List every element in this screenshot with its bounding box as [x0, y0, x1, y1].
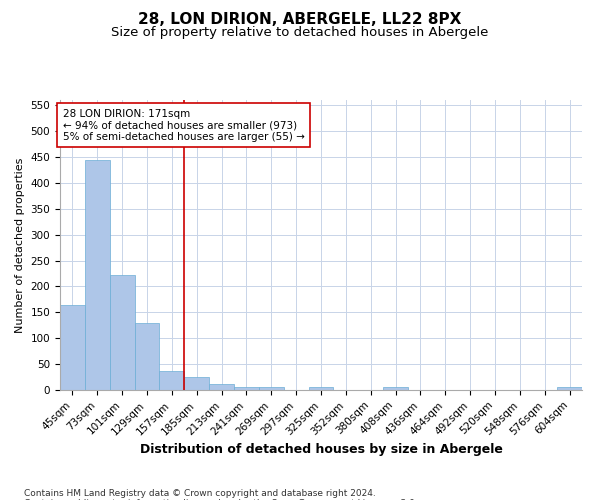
Bar: [85, 160, 110, 390]
Text: 28 LON DIRION: 171sqm
← 94% of detached houses are smaller (973)
5% of semi-deta: 28 LON DIRION: 171sqm ← 94% of detached …: [62, 108, 304, 142]
Bar: [60, 304, 85, 390]
Text: Distribution of detached houses by size in Abergele: Distribution of detached houses by size …: [140, 442, 502, 456]
Bar: [184, 377, 209, 390]
Bar: [383, 388, 408, 390]
Text: Contains public sector information licensed under the Open Government Licence v3: Contains public sector information licen…: [24, 498, 418, 500]
Bar: [308, 388, 334, 390]
Bar: [557, 388, 582, 390]
Bar: [234, 387, 259, 390]
Text: 28, LON DIRION, ABERGELE, LL22 8PX: 28, LON DIRION, ABERGELE, LL22 8PX: [139, 12, 461, 28]
Text: Contains HM Land Registry data © Crown copyright and database right 2024.: Contains HM Land Registry data © Crown c…: [24, 488, 376, 498]
Y-axis label: Number of detached properties: Number of detached properties: [15, 158, 25, 332]
Bar: [259, 388, 284, 390]
Text: Size of property relative to detached houses in Abergele: Size of property relative to detached ho…: [112, 26, 488, 39]
Bar: [209, 384, 234, 390]
Bar: [134, 322, 160, 390]
Bar: [160, 371, 184, 390]
Bar: [110, 275, 134, 390]
